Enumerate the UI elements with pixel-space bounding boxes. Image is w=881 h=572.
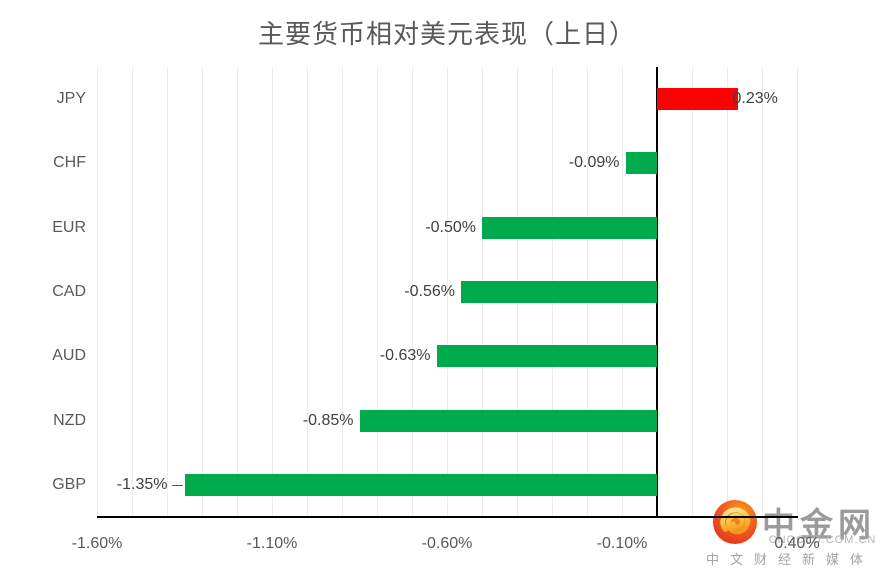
category-label-jpy: JPY xyxy=(56,90,86,108)
x-axis-line xyxy=(97,516,798,518)
category-label-eur: EUR xyxy=(52,218,86,236)
x-tick-label: -1.10% xyxy=(246,535,298,552)
category-label-aud: AUD xyxy=(52,347,86,365)
category-label-cad: CAD xyxy=(52,283,86,300)
watermark-tagline-text: 中文财经新媒体 xyxy=(706,552,875,567)
bar-jpy xyxy=(657,88,738,111)
plot-area xyxy=(97,67,798,517)
bar-value-label-nzd: -0.85% xyxy=(302,411,354,429)
bar-value-label-jpy: 0.23% xyxy=(732,90,778,108)
watermark-logo: 中金网 CNGOLD.COM.CN 中文财经新媒体 xyxy=(706,495,881,570)
x-tick-label: 0.40% xyxy=(774,535,820,552)
x-tick-label: -0.10% xyxy=(596,535,648,552)
bar-cad xyxy=(461,281,657,303)
bar-value-label-gbp: -1.35% xyxy=(116,475,168,493)
watermark-brand-text: 中金网 xyxy=(762,506,876,543)
zero-axis-line xyxy=(656,67,658,517)
x-tick-label: -0.60% xyxy=(421,535,473,552)
category-label-chf: CHF xyxy=(53,154,86,172)
bar-value-label-eur: -0.50% xyxy=(425,218,476,236)
bar-value-label-aud: -0.63% xyxy=(379,347,431,365)
bar-value-label-cad: -0.56% xyxy=(404,283,455,300)
bar-value-label-chf: -0.09% xyxy=(568,154,620,172)
label-leader-line-gbp xyxy=(171,484,183,486)
bar-gbp xyxy=(184,473,657,496)
caijing-logo-icon xyxy=(712,499,758,545)
bar-chf xyxy=(625,152,657,175)
category-label-nzd: NZD xyxy=(53,411,86,429)
bar-nzd xyxy=(359,409,657,432)
chart-title: 主要货币相对美元表现（上日） xyxy=(257,19,636,49)
bar-aud xyxy=(436,345,657,368)
category-label-gbp: GBP xyxy=(52,475,86,493)
watermark-domain-text: CNGOLD.COM.CN xyxy=(768,534,877,546)
x-tick-label: -1.60% xyxy=(71,535,123,552)
bar-eur xyxy=(482,216,657,239)
